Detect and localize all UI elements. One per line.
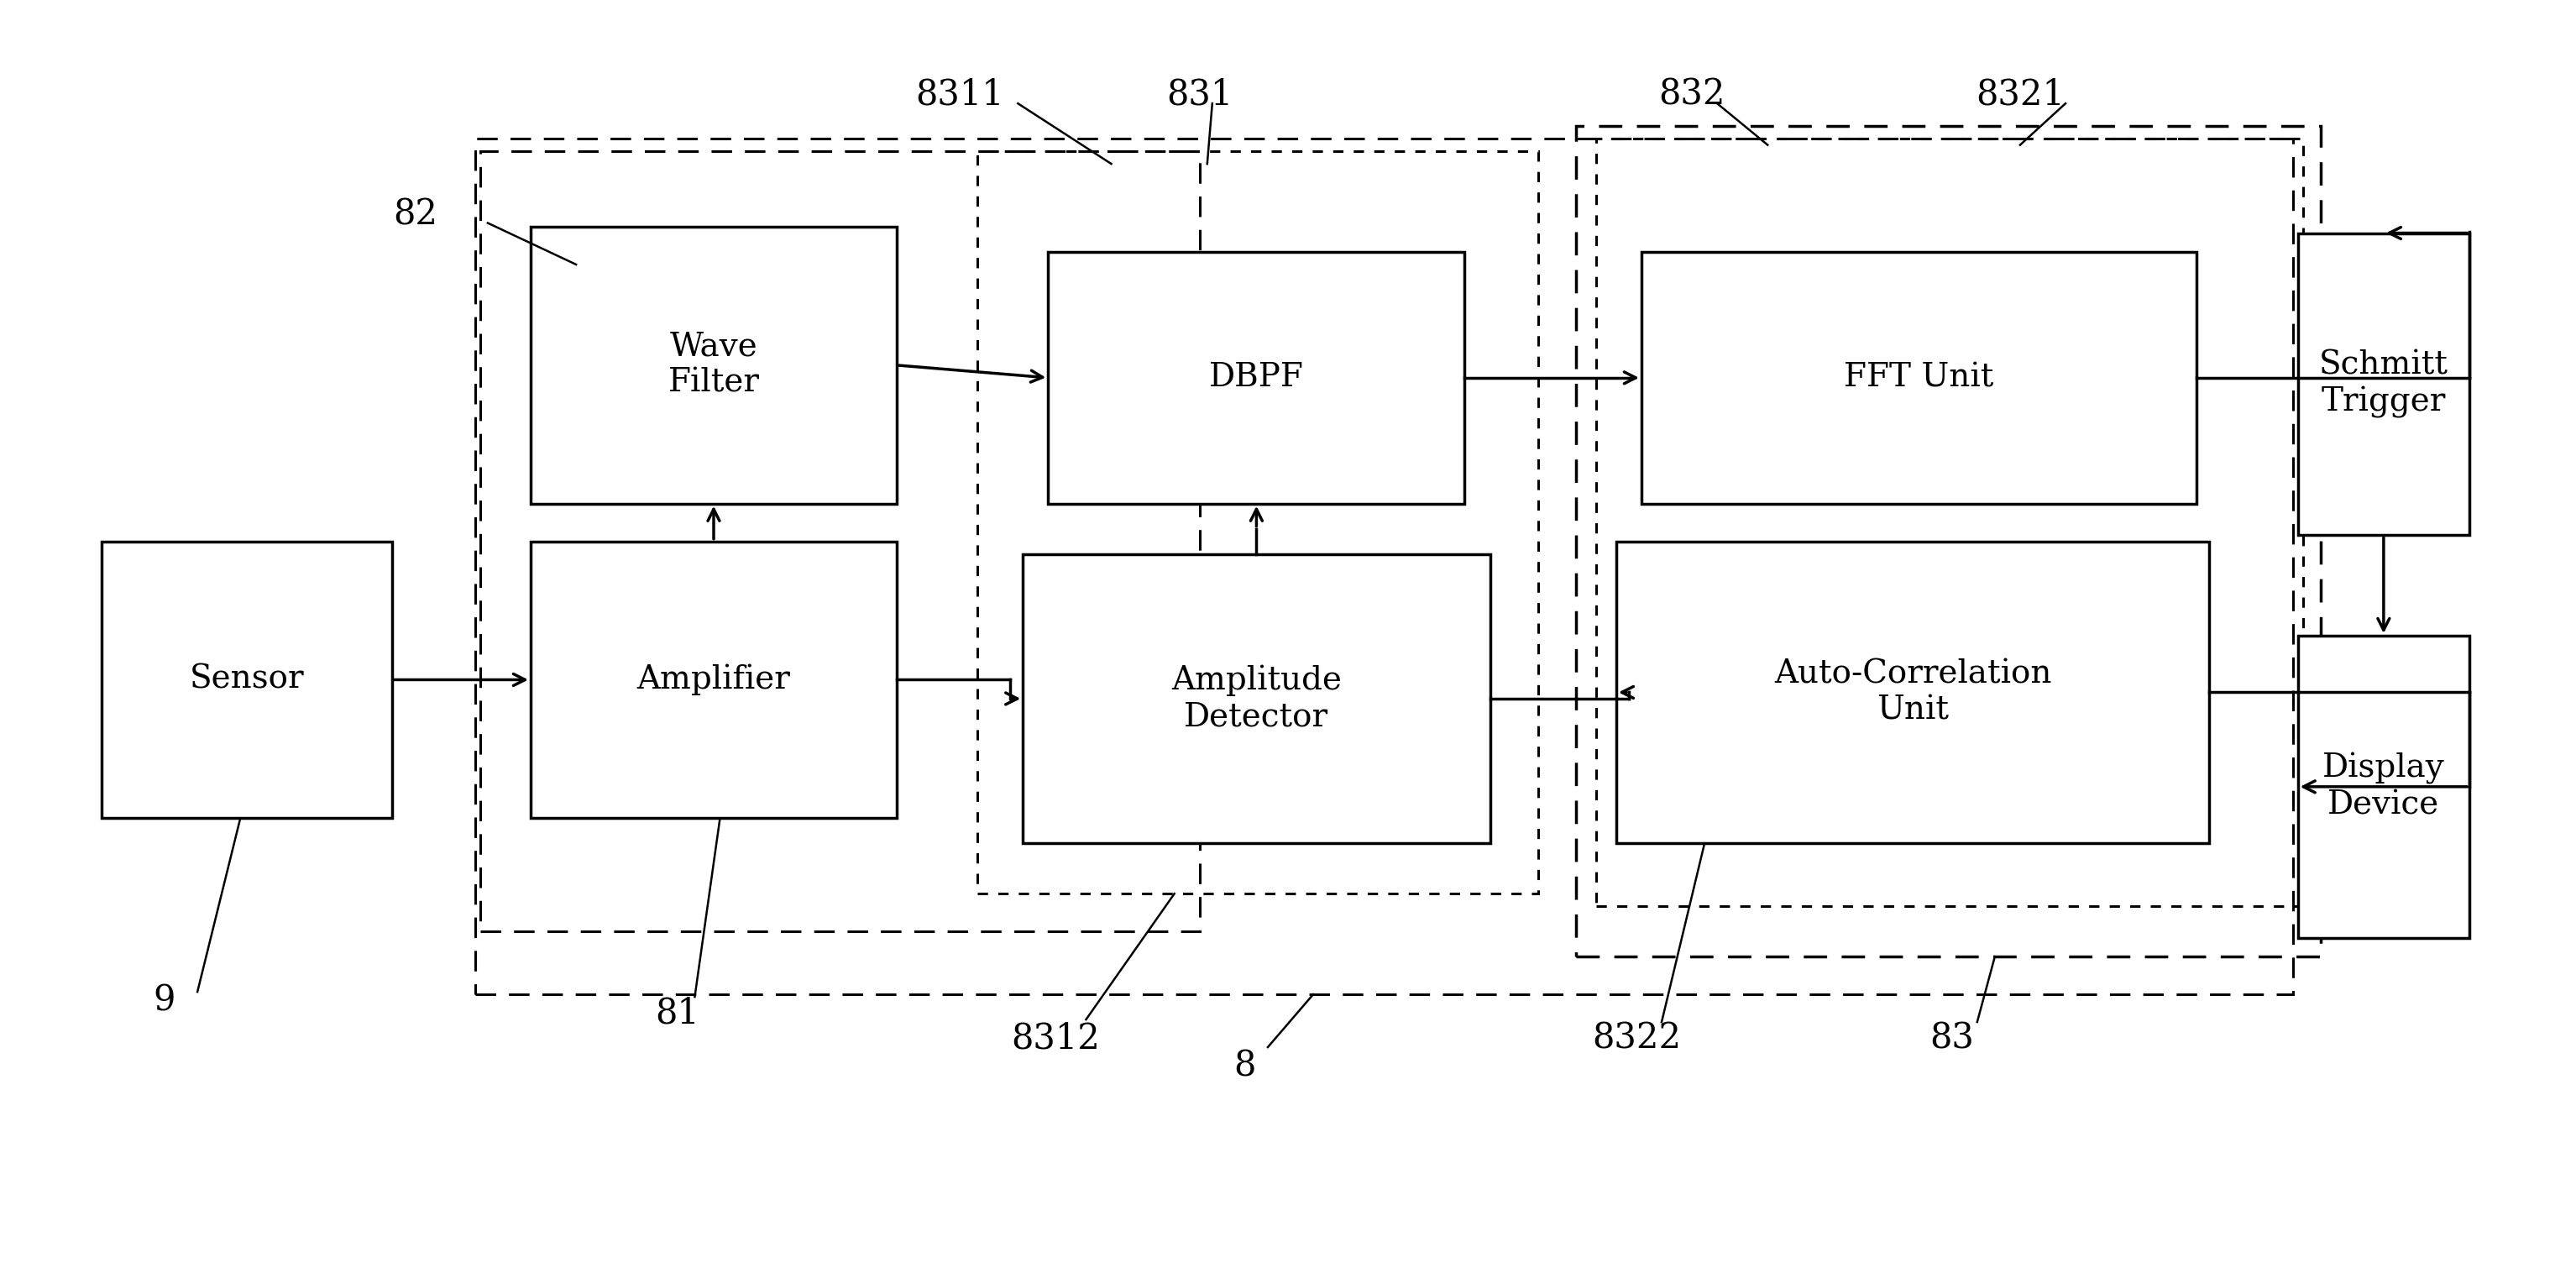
- Bar: [976, 152, 1538, 894]
- Bar: [1577, 126, 2321, 957]
- Text: 81: 81: [654, 995, 698, 1031]
- Bar: [1641, 252, 2197, 503]
- Text: 8311: 8311: [914, 77, 1005, 112]
- Text: 8321: 8321: [1976, 77, 2063, 112]
- Bar: [2298, 636, 2470, 937]
- Bar: [1048, 252, 1466, 503]
- Bar: [531, 542, 896, 818]
- Bar: [474, 139, 2293, 994]
- Bar: [2298, 234, 2470, 535]
- Text: FFT Unit: FFT Unit: [1844, 362, 1994, 393]
- Text: 83: 83: [1929, 1021, 1973, 1055]
- Text: 831: 831: [1167, 77, 1234, 112]
- Text: 8312: 8312: [1012, 1021, 1100, 1055]
- Text: DBPF: DBPF: [1208, 362, 1303, 393]
- Text: 82: 82: [392, 196, 438, 232]
- Text: 8: 8: [1234, 1049, 1257, 1084]
- Text: Schmitt
Trigger: Schmitt Trigger: [2318, 351, 2447, 419]
- Bar: [1023, 553, 1489, 844]
- Text: Wave
Filter: Wave Filter: [667, 331, 760, 398]
- Text: Sensor: Sensor: [188, 664, 304, 695]
- Bar: [1615, 542, 2210, 844]
- Text: Amplitude
Detector: Amplitude Detector: [1172, 665, 1342, 732]
- Text: Auto-Correlation
Unit: Auto-Correlation Unit: [1775, 659, 2050, 725]
- Bar: [1597, 139, 2303, 907]
- Text: 8322: 8322: [1592, 1021, 1682, 1055]
- Text: Display
Device: Display Device: [2324, 752, 2445, 820]
- Text: Amplifier: Amplifier: [636, 664, 791, 696]
- Text: 9: 9: [155, 984, 175, 1018]
- Bar: [531, 227, 896, 503]
- Text: 832: 832: [1659, 77, 1726, 112]
- Bar: [479, 152, 1200, 931]
- Bar: [100, 542, 392, 818]
